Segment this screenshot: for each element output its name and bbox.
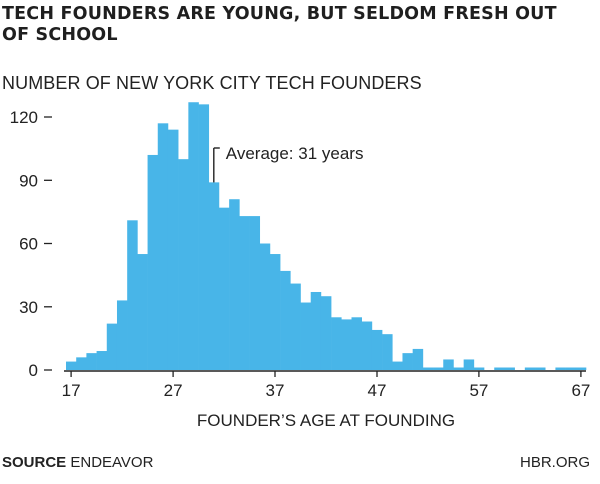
bar-age-27 [167,129,179,370]
bar-age-35 [249,216,261,370]
annotation-group: Average: 31 years [213,144,364,183]
bar-age-43 [331,317,342,370]
bar-age-31 [208,182,220,370]
source-line: SOURCE ENDEAVOR [2,454,153,471]
bar-age-41 [310,291,322,370]
bar-age-36 [259,243,271,370]
bar-age-33 [229,199,240,370]
bar-age-60 [504,367,515,370]
y-tick-label-90: 90 [19,171,38,190]
bar-age-19 [86,353,97,370]
bar-age-48 [382,334,393,370]
bar-age-24 [137,254,148,370]
bar-age-20 [96,351,108,370]
bar-age-34 [239,216,250,370]
source-value: ENDEAVOR [70,454,154,471]
x-tick-label-67: 67 [571,381,590,400]
bar-age-37 [269,254,281,370]
bar-age-18 [76,357,87,370]
bar-age-17 [66,361,77,370]
bar-age-56 [463,359,475,370]
histogram-chart: 0 30 60 90 120 17 27 37 47 57 67 Average: 31 year… [10,102,590,430]
bar-age-25 [147,154,159,370]
bar-age-32 [218,207,230,370]
bar-age-66 [565,367,577,370]
bar-age-44 [341,319,352,370]
x-axis-label: FOUNDER’S AGE AT FOUNDING [197,411,455,430]
bar-age-42 [320,296,332,370]
bar-age-50 [402,353,413,370]
chart-title: TECH FOUNDERS ARE YOUNG, BUT SELDOM FRES… [2,4,557,45]
bar-age-53 [433,367,444,370]
bars-group [66,102,587,371]
credit-label: HBR.ORG [519,454,590,471]
bar-age-55 [453,367,464,370]
average-annotation-label: Average: 31 years [226,144,364,163]
bar-age-22 [116,300,128,371]
y-tick-label-30: 30 [19,298,38,317]
y-axis-label: NUMBER OF NEW YORK CITY TECH FOUNDERS [2,73,422,93]
bar-age-28 [178,159,189,370]
bar-age-54 [443,359,454,370]
x-tick-label-57: 57 [469,381,488,400]
x-tick-label-27: 27 [164,381,183,400]
y-tick-label-0: 0 [29,361,38,380]
bar-age-62 [524,367,536,370]
bar-age-46 [361,321,373,370]
bar-age-51 [412,348,424,370]
bar-age-49 [392,361,403,370]
x-tick-label-17: 17 [62,381,81,400]
x-tick-label-37: 37 [266,381,285,400]
bar-age-29 [188,102,199,371]
x-tick-label-47: 47 [368,381,387,400]
source-label: SOURCE [2,454,67,471]
bar-age-21 [106,323,118,370]
bar-age-52 [422,367,434,370]
bar-age-45 [351,317,362,370]
bar-age-57 [473,367,485,370]
y-tick-label-120: 120 [10,108,38,127]
bar-age-30 [198,104,210,370]
bar-age-59 [494,367,505,370]
bar-age-67 [575,367,587,370]
y-ticks-group: 0 30 60 90 120 [10,108,52,380]
x-axis-group: 17 27 37 47 57 67 [62,370,590,400]
bar-age-26 [157,123,169,370]
bar-age-47 [371,329,383,370]
bar-age-23 [127,220,138,370]
bar-age-63 [535,367,546,370]
y-tick-label-60: 60 [19,235,38,254]
bar-age-65 [555,367,566,370]
bar-age-40 [300,302,312,370]
bar-age-39 [290,283,301,370]
bar-age-38 [280,270,291,370]
